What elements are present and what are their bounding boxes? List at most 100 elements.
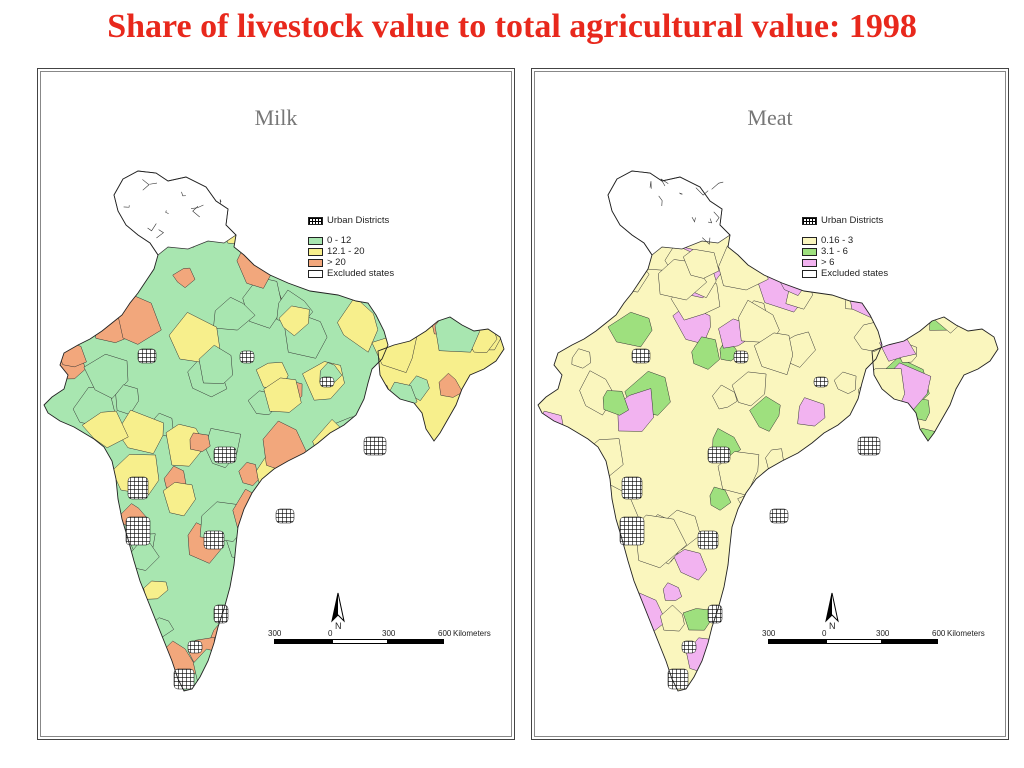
scale-segment [274, 639, 332, 644]
legend-swatch [308, 236, 323, 245]
district-boundary [713, 211, 720, 223]
legend-row-urban: Urban Districts [802, 215, 888, 226]
meat-panel-title: Meat [747, 105, 793, 130]
district-area [555, 538, 587, 563]
legend-row-urban: Urban Districts [308, 215, 394, 226]
legend-label: Urban Districts [327, 215, 390, 226]
district-boundary [156, 229, 164, 239]
district-area [792, 488, 832, 531]
urban-district [697, 530, 719, 550]
scale-bar: 300 0 300 600 Kilometers [754, 629, 994, 669]
district-area [425, 459, 456, 499]
district-area [62, 525, 108, 567]
district-area [484, 307, 504, 332]
district-area [75, 258, 121, 309]
scale-segment [332, 639, 388, 644]
district-area [397, 227, 422, 251]
district-area [81, 410, 129, 449]
district-area [824, 509, 849, 532]
district-area [346, 579, 394, 635]
urban-district [319, 376, 335, 388]
urban-district [239, 350, 255, 364]
district-area [110, 642, 153, 683]
district-boundary [658, 195, 663, 207]
legend-row: 12.1 - 20 [308, 246, 394, 257]
district-area [540, 614, 591, 659]
district-area [954, 248, 986, 275]
district-area [718, 242, 769, 291]
legend-swatch [308, 247, 323, 256]
district-area [162, 482, 196, 517]
urban-district [733, 350, 749, 364]
scale-unit: Kilometers [947, 629, 985, 638]
district-area [284, 171, 307, 196]
urban-district [667, 668, 689, 690]
scale-tick: 300 [382, 629, 396, 638]
legend-swatch [802, 236, 817, 245]
legend-label: 0.16 - 3 [821, 235, 854, 246]
district-area [538, 508, 576, 549]
district-area [572, 591, 599, 617]
district-area [980, 186, 998, 226]
district-area [77, 580, 120, 623]
district-area [893, 608, 914, 632]
district-area [603, 617, 646, 663]
district-boundary [679, 192, 683, 195]
district-area [189, 432, 211, 452]
district-area [939, 585, 981, 633]
legend-swatch [802, 269, 817, 278]
district-area [386, 171, 435, 198]
district-area [362, 494, 395, 519]
legend-swatch [308, 269, 323, 278]
district-area [69, 245, 92, 266]
district-area [602, 390, 629, 416]
urban-district [173, 668, 195, 690]
district-area [278, 305, 310, 337]
district-area [53, 464, 108, 519]
district-area [919, 566, 963, 612]
scale-segment [768, 639, 826, 644]
district-area [397, 455, 446, 499]
district-area [939, 275, 975, 320]
district-area [489, 171, 504, 184]
district-area [69, 628, 105, 669]
urban-district [769, 508, 789, 524]
district-area [396, 580, 440, 634]
legend-label: 12.1 - 20 [327, 246, 365, 257]
district-area [333, 171, 369, 193]
legend-swatch [802, 247, 817, 256]
district-area [876, 283, 916, 317]
district-area [44, 456, 79, 501]
urban-district [619, 516, 645, 546]
legend-label: Urban Districts [821, 215, 884, 226]
milk-map-panel: Milk Urban Districts 0 - 12 12.1 - 20 > … [37, 68, 515, 740]
scale-tick: 600 [932, 629, 946, 638]
district-area [348, 506, 371, 528]
district-area [263, 377, 302, 413]
meat-legend: Urban Districts 0.16 - 3 3.1 - 6 > 6 Exc… [802, 215, 888, 279]
urban-district [187, 640, 203, 654]
district-area [327, 474, 369, 524]
district-area [879, 172, 913, 204]
district-area [259, 171, 284, 184]
district-area [594, 255, 621, 281]
district-area [566, 540, 605, 574]
district-area [230, 592, 265, 630]
district-area [441, 425, 480, 455]
district-area [430, 589, 463, 620]
district-area [455, 171, 488, 200]
district-area [732, 528, 763, 558]
district-area [343, 581, 384, 618]
district-area [193, 648, 243, 691]
urban-district [125, 516, 151, 546]
district-area [371, 336, 417, 373]
scale-segment [826, 639, 882, 644]
district-area [935, 203, 981, 251]
district-area [438, 372, 463, 398]
district-area [442, 543, 469, 577]
legend-row: 3.1 - 6 [802, 246, 888, 257]
district-area [281, 675, 305, 691]
legend-row: Excluded states [308, 268, 394, 279]
district-boundary [192, 206, 200, 218]
scale-tick: 300 [876, 629, 890, 638]
